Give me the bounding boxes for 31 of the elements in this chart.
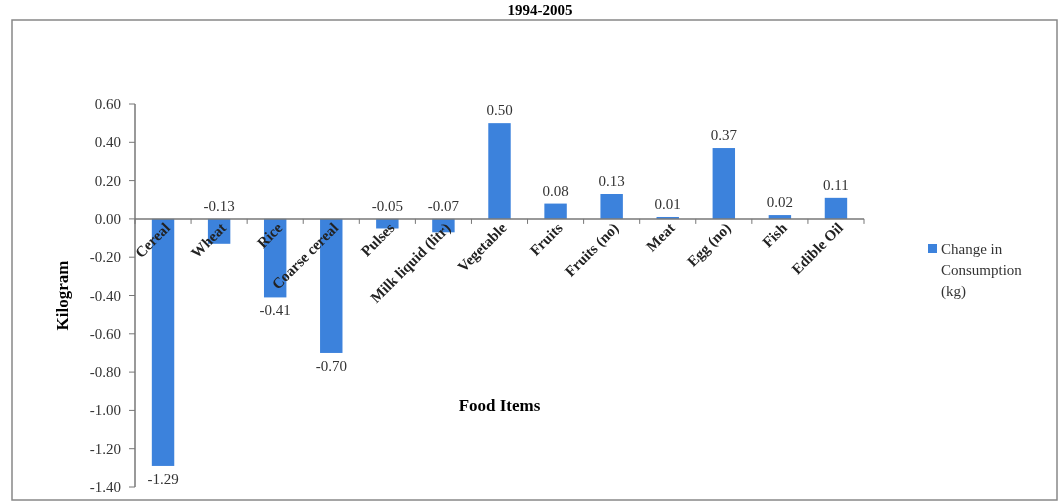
y-tick-label: -0.80 — [89, 364, 121, 381]
y-tick-label: -0.20 — [89, 249, 121, 266]
x-axis-title: Food Items — [458, 396, 541, 415]
y-tick-label: 0.60 — [94, 96, 121, 112]
data-label: 0.01 — [654, 195, 681, 212]
x-tick-label: Fish — [759, 219, 791, 251]
y-tick-label: -1.20 — [89, 440, 121, 457]
data-label: -0.13 — [203, 197, 235, 214]
y-tick-label: -0.60 — [89, 325, 121, 342]
y-tick-label: -0.40 — [89, 287, 121, 304]
data-label: -0.70 — [315, 357, 347, 374]
legend-label: Change in Consumption (kg) — [941, 241, 1023, 300]
y-tick-label: 0.00 — [94, 210, 121, 227]
data-label: 0.02 — [766, 194, 794, 211]
chart-title: 1994-2005 — [507, 2, 573, 18]
data-label: -1.29 — [147, 470, 179, 487]
x-tick-label: Rice — [253, 219, 286, 252]
data-label: -0.05 — [371, 197, 403, 214]
data-label: 0.08 — [542, 182, 569, 199]
x-tick-label: Egg (no) — [684, 219, 735, 271]
data-label: 0.37 — [710, 127, 738, 144]
y-tick-label: 0.40 — [94, 134, 121, 151]
data-label: 0.11 — [823, 176, 849, 193]
y-tick-label: 0.20 — [94, 172, 121, 189]
data-label: 0.50 — [486, 102, 513, 119]
data-label: -0.07 — [427, 197, 460, 214]
data-label: -0.41 — [259, 302, 291, 319]
y-tick-label: -1.00 — [89, 402, 121, 419]
y-axis-title: Kilogram — [53, 260, 72, 331]
y-tick-label: -1.40 — [89, 479, 121, 495]
data-label: 0.13 — [598, 173, 625, 190]
